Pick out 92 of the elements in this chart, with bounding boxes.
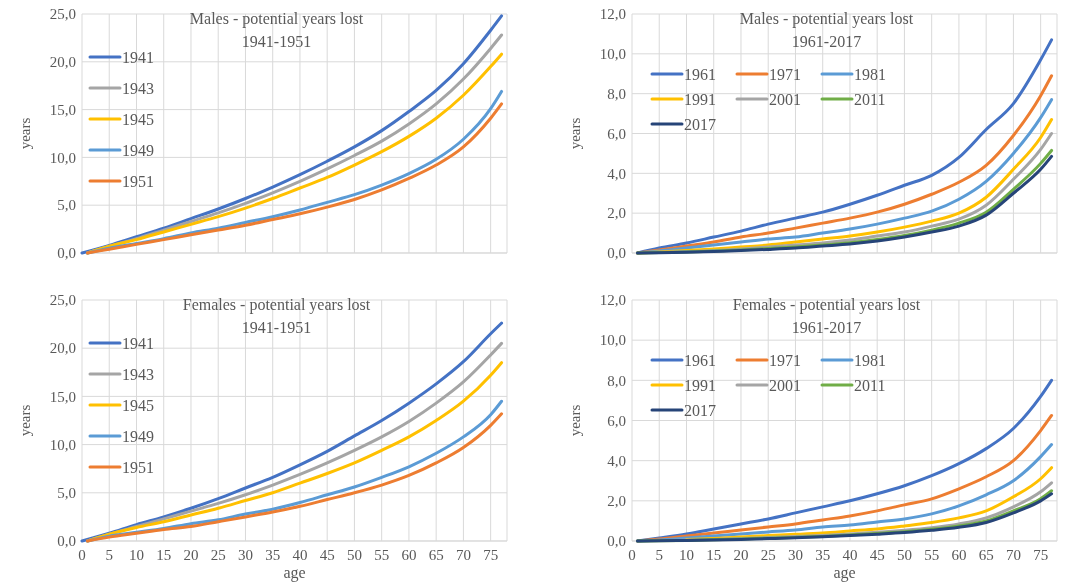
x-tick-label: 15	[706, 547, 722, 563]
y-tick-label: 25,0	[49, 292, 76, 309]
y-tick-label: 2,0	[607, 205, 626, 222]
y-axis-title: years	[567, 117, 583, 150]
legend-label: 1951	[122, 458, 154, 476]
x-tick-label: 15	[156, 547, 172, 563]
x-tick-label: 0	[628, 547, 636, 563]
legend-label: 1949	[122, 141, 154, 159]
y-axis-title: years	[17, 404, 33, 437]
y-tick-label: 12,0	[599, 292, 626, 309]
y-tick-label: 8,0	[607, 372, 626, 389]
y-tick-label: 8,0	[607, 85, 626, 102]
x-tick-label: 55	[924, 547, 940, 563]
legend-label: 1943	[122, 79, 154, 97]
x-tick-label: 10	[128, 547, 144, 563]
y-tick-label: 6,0	[607, 125, 626, 142]
x-tick-label: 45	[319, 547, 335, 563]
x-tick-label: 75	[483, 547, 499, 563]
y-tick-label: 20,0	[49, 54, 76, 71]
y-tick-label: 0,0	[57, 245, 76, 262]
legend-label: 2017	[684, 401, 716, 419]
legend-label: 1961	[684, 351, 716, 369]
y-tick-label: 6,0	[607, 412, 626, 429]
x-tick-label: 65	[978, 547, 994, 563]
y-tick-label: 0,0	[57, 533, 76, 550]
y-axis-title: years	[567, 404, 583, 437]
x-axis-title: age	[283, 564, 306, 582]
y-tick-label: 4,0	[607, 165, 626, 182]
y-tick-label: 15,0	[49, 388, 76, 405]
y-tick-label: 5,0	[57, 197, 76, 214]
x-tick-label: 5	[105, 547, 113, 563]
x-tick-label: 20	[183, 547, 199, 563]
x-tick-label: 35	[815, 547, 831, 563]
legend-label: 2001	[769, 90, 801, 108]
x-tick-label: 30	[237, 547, 253, 563]
y-tick-label: 5,0	[57, 485, 76, 502]
legend-label: 1981	[854, 65, 886, 83]
y-tick-label: 20,0	[49, 340, 76, 357]
legend-label: 2011	[854, 90, 886, 108]
legend-label: 1941	[122, 48, 154, 66]
legend-label: 1971	[769, 351, 801, 369]
legend-label: 1961	[684, 65, 716, 83]
legend-label: 2017	[684, 115, 716, 133]
legend-label: 1981	[854, 351, 886, 369]
x-axis-title: age	[833, 564, 856, 582]
legend-label: 1945	[122, 110, 154, 128]
x-tick-label: 30	[787, 547, 803, 563]
x-tick-label: 10	[678, 547, 694, 563]
x-tick-label: 65	[428, 547, 444, 563]
x-tick-label: 50	[896, 547, 912, 563]
legend-label: 1949	[122, 427, 154, 445]
y-tick-label: 4,0	[607, 452, 626, 469]
x-tick-label: 45	[869, 547, 885, 563]
y-axis-title: years	[17, 117, 33, 150]
y-tick-label: 10,0	[599, 46, 626, 63]
x-tick-label: 55	[374, 547, 390, 563]
x-tick-label: 35	[265, 547, 281, 563]
x-tick-label: 0	[78, 547, 86, 563]
x-tick-label: 40	[842, 547, 858, 563]
x-tick-label: 75	[1033, 547, 1049, 563]
x-tick-label: 40	[292, 547, 308, 563]
x-tick-label: 25	[760, 547, 776, 563]
chart-title: Females - potential years lost 1941-1951	[182, 296, 371, 336]
y-tick-label: 15,0	[49, 101, 76, 118]
x-tick-label: 5	[655, 547, 663, 563]
legend-label: 1991	[684, 376, 716, 394]
y-tick-label: 2,0	[607, 493, 626, 510]
y-tick-label: 10,0	[49, 149, 76, 166]
chart-title: Males - potential years lost 1941-1951	[189, 10, 364, 50]
legend-label: 1941	[122, 334, 154, 352]
legend-label: 1945	[122, 396, 154, 414]
x-tick-label: 20	[733, 547, 749, 563]
legend-label: 1991	[684, 90, 716, 108]
legend-label: 1951	[122, 172, 154, 190]
text: Males - potential years lost 1961-2017	[739, 10, 914, 50]
legend-label: 1943	[122, 365, 154, 383]
chart-title: Females - potential years lost 1961-2017	[732, 296, 921, 336]
legend-label: 2011	[854, 376, 886, 394]
legend-label: 2001	[769, 376, 801, 394]
x-tick-label: 70	[455, 547, 471, 563]
y-tick-label: 10,0	[49, 436, 76, 453]
x-tick-label: 25	[210, 547, 226, 563]
y-tick-label: 25,0	[49, 6, 76, 23]
y-tick-label: 0,0	[607, 245, 626, 262]
legend-label: 1971	[769, 65, 801, 83]
x-tick-label: 50	[346, 547, 362, 563]
x-tick-label: 70	[1005, 547, 1021, 563]
y-tick-label: 12,0	[599, 6, 626, 23]
x-tick-label: 60	[401, 547, 417, 563]
x-tick-label: 60	[951, 547, 967, 563]
y-tick-label: 10,0	[599, 332, 626, 349]
y-tick-label: 0,0	[607, 533, 626, 550]
